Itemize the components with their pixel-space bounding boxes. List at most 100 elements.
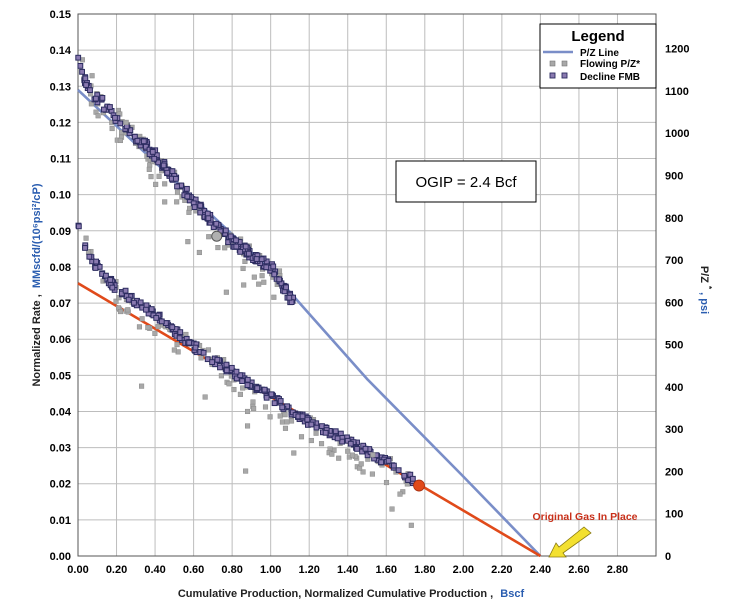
decline-fmb-point bbox=[204, 210, 211, 217]
flowing-pz-point bbox=[277, 413, 283, 419]
y-left-axis-title-unit: MMscfd/(10⁶psi²/cP) bbox=[31, 183, 43, 288]
decline-fmb-point bbox=[347, 440, 354, 447]
decline-fmb-point bbox=[143, 306, 149, 313]
flowing-pz-point bbox=[251, 274, 257, 280]
flowing-pz-point bbox=[369, 471, 375, 477]
decline-fmb-point bbox=[263, 264, 270, 271]
legend-item-flowing: Flowing P/Z* bbox=[580, 59, 640, 70]
decline-fmb-point bbox=[125, 296, 132, 303]
flowing-pz-outlier bbox=[223, 289, 229, 295]
y-right-axis-title-group: P/Z * , psi bbox=[698, 266, 715, 314]
decline-fmb-point bbox=[222, 227, 229, 234]
decline-fmb-point bbox=[103, 272, 109, 279]
decline-fmb-point bbox=[174, 183, 180, 190]
y-left-tick-label: 0.00 bbox=[50, 551, 71, 563]
flowing-pz-point bbox=[336, 455, 342, 461]
decline-fmb-point bbox=[245, 250, 252, 257]
y-left-tick-label: 0.12 bbox=[50, 117, 71, 129]
y-right-axis-ticks: 0 100 200 300 400 500 600 700 800 900 1000 1100 1200 bbox=[665, 44, 689, 563]
flowing-pz-point bbox=[231, 386, 237, 393]
flowing-pz-point bbox=[155, 324, 161, 330]
flowing-pz-point bbox=[397, 491, 403, 497]
flowing-pz-outlier bbox=[408, 522, 414, 528]
flowing-pz-point bbox=[109, 125, 115, 132]
flowing-pz-point bbox=[383, 479, 390, 486]
decline-fmb-point bbox=[362, 445, 369, 452]
flowing-pz-point bbox=[250, 399, 256, 405]
flowing-pz-point bbox=[271, 294, 277, 300]
flowing-pz-point bbox=[318, 441, 325, 447]
decline-fmb-point bbox=[160, 162, 167, 169]
decline-fmb-point bbox=[184, 193, 191, 200]
flowing-pz-point bbox=[174, 199, 180, 205]
y-left-tick-label: 0.04 bbox=[50, 406, 72, 418]
y-left-tick-label: 0.08 bbox=[50, 262, 71, 274]
x-tick-label: 0.80 bbox=[221, 564, 242, 576]
decline-fmb-point bbox=[83, 82, 89, 88]
flowing-pz-outlier bbox=[185, 239, 191, 245]
flowing-pz-point bbox=[261, 279, 267, 285]
flowing-pz-point bbox=[284, 419, 290, 425]
flowing-pz-outlier bbox=[243, 468, 249, 474]
y-left-tick-label: 0.01 bbox=[50, 515, 71, 527]
original-gas-annotation: Original Gas In Place bbox=[532, 511, 638, 558]
legend-title: Legend bbox=[571, 28, 624, 45]
flowing-pz-point bbox=[256, 281, 262, 287]
y-right-tick-label: 1000 bbox=[665, 128, 689, 140]
decline-fmb-point bbox=[277, 398, 284, 404]
flowing-pz-point bbox=[89, 73, 95, 79]
flowing-pz-point bbox=[313, 430, 319, 436]
flowing-pz-outlier bbox=[171, 347, 177, 353]
flowing-pz-outlier bbox=[345, 448, 351, 454]
decline-fmb-point bbox=[79, 68, 85, 75]
decline-fmb-point bbox=[385, 457, 392, 464]
decline-fmb-point bbox=[395, 467, 402, 474]
flowing-pz-point bbox=[187, 205, 193, 211]
y-right-tick-label: 600 bbox=[665, 297, 683, 309]
y-left-axis-title: Normalized Rate , MMscfd/(10⁶psi²/cP) bbox=[31, 183, 43, 386]
x-axis-title-unit: Bscf bbox=[500, 588, 524, 600]
decline-fmb-point bbox=[99, 94, 106, 101]
flowing-pz-outlier bbox=[117, 137, 123, 144]
flowing-pz-outlier bbox=[370, 452, 376, 458]
legend-flowing-marker-icon-2 bbox=[561, 60, 568, 67]
y-right-axis-title: P/Z * , psi bbox=[698, 266, 715, 314]
decline-fmb-point bbox=[271, 271, 278, 278]
decline-fmb-point bbox=[177, 329, 184, 336]
decline-fmb-point bbox=[75, 223, 82, 230]
plot-area bbox=[77, 13, 657, 557]
flowing-pz-point bbox=[139, 316, 145, 322]
flowing-pz-point bbox=[215, 245, 221, 251]
pz-highlight-marker bbox=[211, 230, 223, 242]
y-left-axis-title-group: Normalized Rate , MMscfd/(10⁶psi²/cP) bbox=[31, 183, 43, 386]
x-tick-label: 2.40 bbox=[530, 564, 551, 576]
x-tick-label: 2.20 bbox=[491, 564, 512, 576]
decline-fmb-point bbox=[109, 284, 116, 291]
ogip-box bbox=[395, 160, 537, 203]
x-axis-title: Cumulative Production, Normalized Cumula… bbox=[178, 588, 525, 600]
decline-fmb-point bbox=[354, 445, 360, 452]
flowing-pz-point bbox=[156, 173, 162, 179]
decline-fmb-point bbox=[223, 361, 230, 368]
decline-fmb-point bbox=[254, 385, 261, 392]
x-tick-label: 1.80 bbox=[414, 564, 435, 576]
decline-fmb-point bbox=[276, 276, 283, 283]
flowing-pz-outlier bbox=[241, 282, 247, 288]
y-left-tick-label: 0.11 bbox=[50, 154, 71, 166]
y-left-tick-label: 0.02 bbox=[50, 479, 71, 491]
decline-fmb-point bbox=[237, 372, 244, 379]
flowing-pz-point bbox=[240, 265, 246, 272]
flowing-pz-point bbox=[88, 101, 94, 107]
decline-fmb-point bbox=[409, 475, 416, 482]
decline-fmb-point bbox=[86, 253, 93, 260]
decline-fmb-point bbox=[261, 386, 268, 393]
decline-fmb-point bbox=[270, 263, 277, 270]
decline-fmb-point bbox=[268, 391, 275, 398]
x-tick-label: 1.40 bbox=[337, 564, 358, 576]
y-right-tick-label: 900 bbox=[665, 171, 683, 183]
flowing-pz-point bbox=[357, 465, 363, 471]
y-left-tick-label: 0.07 bbox=[50, 298, 71, 310]
y-left-axis-title-text: Normalized Rate , bbox=[31, 294, 43, 386]
flowing-pz-point bbox=[152, 330, 158, 336]
